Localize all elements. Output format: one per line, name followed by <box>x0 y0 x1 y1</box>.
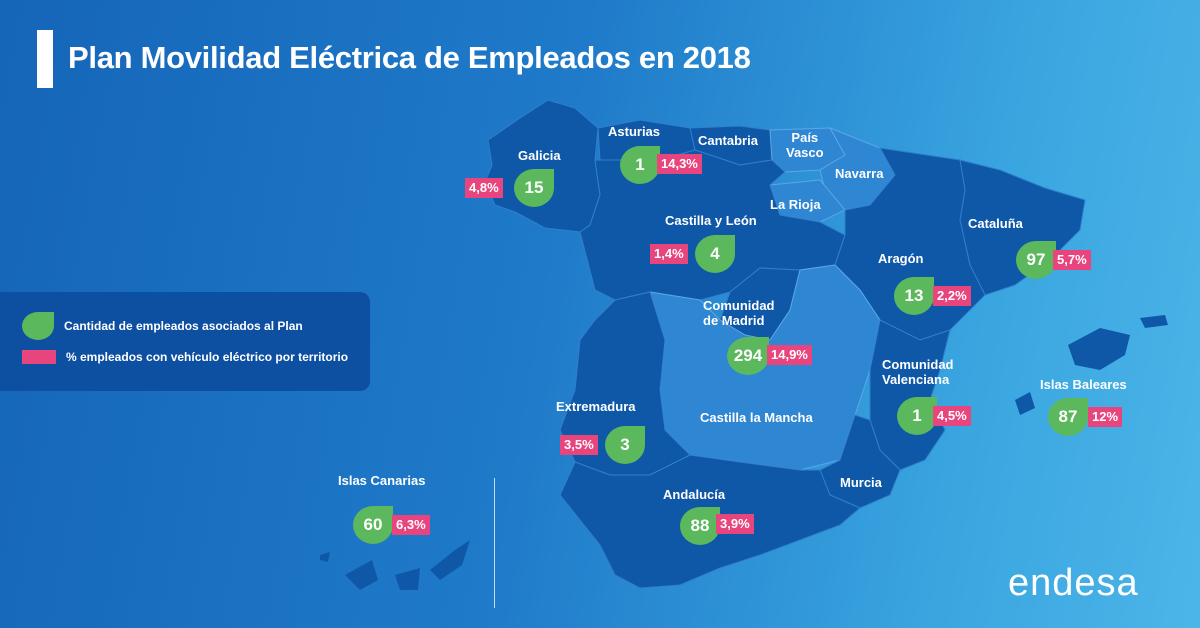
page-title: Plan Movilidad Eléctrica de Empleados en… <box>68 40 751 75</box>
drop-madrid: 294 <box>727 337 769 375</box>
legend-percent: % empleados con vehículo eléctrico por t… <box>22 350 348 364</box>
drop-asturias: 1 <box>620 146 660 184</box>
label-canarias: Islas Canarias <box>338 473 426 488</box>
region-valenciana-shape <box>869 319 951 471</box>
pct-madrid: 14,9% <box>767 345 812 365</box>
region-baleares-shape <box>1068 328 1130 370</box>
label-navarra: Navarra <box>835 166 884 181</box>
label-andalucia: Andalucía <box>663 487 726 502</box>
label-extremadura: Extremadura <box>556 399 636 414</box>
endesa-logo: endesa <box>1008 562 1139 604</box>
drop-aragon: 13 <box>894 277 934 315</box>
label-castillamancha: Castilla la Mancha <box>700 410 813 425</box>
label-murcia: Murcia <box>840 475 882 490</box>
label-valenciana: Comunidad Valenciana <box>882 357 954 387</box>
drop-castillaleon: 4 <box>695 235 735 273</box>
pct-galicia: 4,8% <box>465 178 503 198</box>
label-cataluna: Cataluña <box>968 216 1023 231</box>
label-larioja: La Rioja <box>770 197 821 212</box>
pct-asturias: 14,3% <box>657 154 702 174</box>
label-castillaleon: Castilla y León <box>665 213 757 228</box>
region-galicia-shape <box>484 99 601 233</box>
canarias-divider <box>494 478 495 608</box>
drop-baleares: 87 <box>1048 398 1088 436</box>
region-menorca-shape <box>1140 315 1168 328</box>
label-baleares: Islas Baleares <box>1040 377 1127 392</box>
label-paisvasco: País Vasco <box>786 130 824 160</box>
legend-percent-label: % empleados con vehículo eléctrico por t… <box>66 350 349 364</box>
label-cantabria: Cantabria <box>698 133 758 148</box>
title-accent-bar <box>37 30 53 88</box>
pct-canarias: 6,3% <box>392 515 430 535</box>
label-aragon: Aragón <box>878 251 924 266</box>
drop-extremadura: 3 <box>605 426 645 464</box>
label-asturias: Asturias <box>608 124 661 139</box>
drop-icon <box>22 312 54 340</box>
drop-canarias: 60 <box>353 506 393 544</box>
drop-galicia: 15 <box>514 169 554 207</box>
region-canarias-shape <box>320 540 470 590</box>
label-galicia: Galicia <box>518 148 561 163</box>
region-ibiza-shape <box>1015 392 1035 415</box>
pct-baleares: 12% <box>1088 407 1123 427</box>
pct-cataluna: 5,7% <box>1053 250 1091 270</box>
percent-box-icon <box>22 350 56 364</box>
pct-andalucia: 3,9% <box>716 514 754 534</box>
pct-castillaleon: 1,4% <box>650 244 688 264</box>
legend: Cantidad de empleados asociados al Plan … <box>0 292 370 391</box>
legend-employees-label: Cantidad de empleados asociados al Plan <box>64 319 303 333</box>
label-madrid: Comunidad de Madrid <box>703 298 775 328</box>
legend-employees: Cantidad de empleados asociados al Plan <box>22 312 303 340</box>
drop-valenciana: 1 <box>897 397 937 435</box>
pct-aragon: 2,2% <box>933 286 971 306</box>
pct-extremadura: 3,5% <box>560 435 598 455</box>
pct-valenciana: 4,5% <box>933 406 971 426</box>
drop-cataluna: 97 <box>1016 241 1056 279</box>
drop-andalucia: 88 <box>680 507 720 545</box>
